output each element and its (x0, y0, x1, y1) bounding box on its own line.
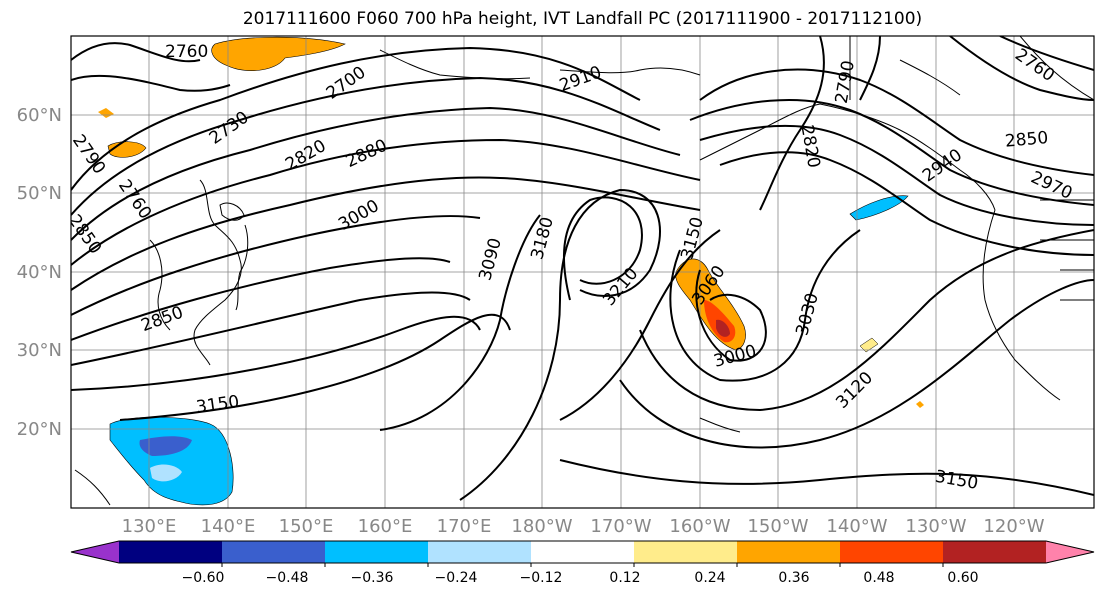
shade-orange-north (211, 36, 346, 71)
shade-orange-small-4 (916, 401, 924, 408)
colorbar (70, 540, 1095, 567)
contour-label: 2850 (1004, 128, 1049, 152)
contour-label: 2850 (64, 211, 105, 258)
colorbar-tick-label: −0.12 (519, 570, 563, 586)
shade-orange-small-2 (107, 141, 147, 158)
colorbar-tick-label: 0.60 (947, 570, 979, 586)
lon-label: 150°E (279, 516, 334, 537)
lon-label: 170°W (590, 516, 651, 537)
contour-label: 3150 (195, 392, 241, 418)
map-title: 2017111600 F060 700 hPa height, IVT Land… (242, 9, 923, 29)
colorbar-tick-label: 0.24 (694, 570, 726, 586)
colorbar-segment (737, 541, 841, 563)
lon-label: 130°E (122, 516, 177, 537)
contour-label: 2880 (343, 136, 391, 172)
contour-label: 3000 (712, 341, 759, 372)
shade-darkred-core (716, 319, 730, 337)
contour-label: 2910 (557, 62, 604, 96)
colorbar-segment (840, 541, 944, 563)
lat-label: 30°N (17, 340, 62, 361)
lon-label: 140°W (826, 516, 887, 537)
longitude-labels: 130°E 140°E 150°E 160°E 170°E 180°W 170°… (122, 516, 1045, 537)
colorbar-segment (943, 541, 1047, 563)
colorbar-tick-label: −0.24 (434, 570, 478, 586)
contour-label: 2820 (796, 123, 823, 169)
contour-label: 2970 (1028, 167, 1076, 203)
latitude-labels: 60°N 50°N 40°N 30°N 20°N (17, 105, 62, 440)
lon-label: 170°E (437, 516, 492, 537)
lat-label: 60°N (17, 105, 62, 126)
contour-label: 3000 (335, 196, 382, 235)
shade-orange-small-1 (98, 108, 114, 118)
contour-label: 2790 (832, 59, 859, 105)
lat-label: 40°N (17, 262, 62, 283)
colorbar-segment (222, 541, 326, 563)
contour-label: 3150 (677, 215, 708, 262)
lon-label: 160°E (358, 516, 413, 537)
colorbar-segment (634, 541, 738, 563)
graticule (71, 36, 1094, 508)
contour-label: 3090 (475, 236, 506, 283)
lon-label: 140°E (201, 516, 256, 537)
contour-label: 3180 (527, 215, 558, 262)
colorbar-tick-label: 0.12 (609, 570, 641, 586)
lon-label: 120°W (983, 516, 1044, 537)
lon-label: 180°W (511, 516, 572, 537)
contour-label: 2760 (165, 42, 208, 62)
contour-label: 2940 (919, 145, 966, 186)
contour-label: 2700 (323, 63, 370, 104)
ivt-shading (98, 36, 924, 506)
colorbar-tick-label: −0.48 (265, 570, 309, 586)
colorbar-tick-label: −0.60 (181, 570, 225, 586)
colorbar-outline (70, 540, 1095, 564)
shade-blue-tropics (109, 416, 234, 506)
lat-label: 20°N (17, 419, 62, 440)
colorbar-segment (531, 541, 635, 563)
colorbar-segment (428, 541, 532, 563)
lon-label: 150°W (747, 516, 808, 537)
contour-label: 3150 (934, 467, 980, 494)
lon-label: 160°W (669, 516, 730, 537)
contour-label: 3030 (792, 291, 823, 338)
lon-label: 130°W (905, 516, 966, 537)
contour-labels: 2760 2700 2730 2820 2880 3000 2790 2760 … (64, 42, 1076, 494)
colorbar-segment (119, 541, 223, 563)
colorbar-extend-high (1046, 541, 1094, 563)
contour-label: 3120 (832, 368, 877, 413)
shade-blue-streak (849, 195, 909, 221)
colorbar-extend-low (71, 541, 119, 563)
shade-lightblue-tropics (150, 464, 182, 482)
colorbar-tick-label: −0.36 (350, 570, 394, 586)
plot-frame (70, 35, 1095, 509)
contour-label: 2730 (206, 108, 253, 149)
colorbar-segment (325, 541, 429, 563)
contour-label: 2850 (138, 303, 185, 337)
contour-label: 2790 (68, 131, 109, 178)
colorbar-tick-label: 0.36 (778, 570, 810, 586)
height-contours (71, 36, 1094, 501)
colorbar-tick-label: 0.48 (863, 570, 895, 586)
shade-darkblue-tropics (139, 436, 192, 456)
lat-label: 50°N (17, 183, 62, 204)
